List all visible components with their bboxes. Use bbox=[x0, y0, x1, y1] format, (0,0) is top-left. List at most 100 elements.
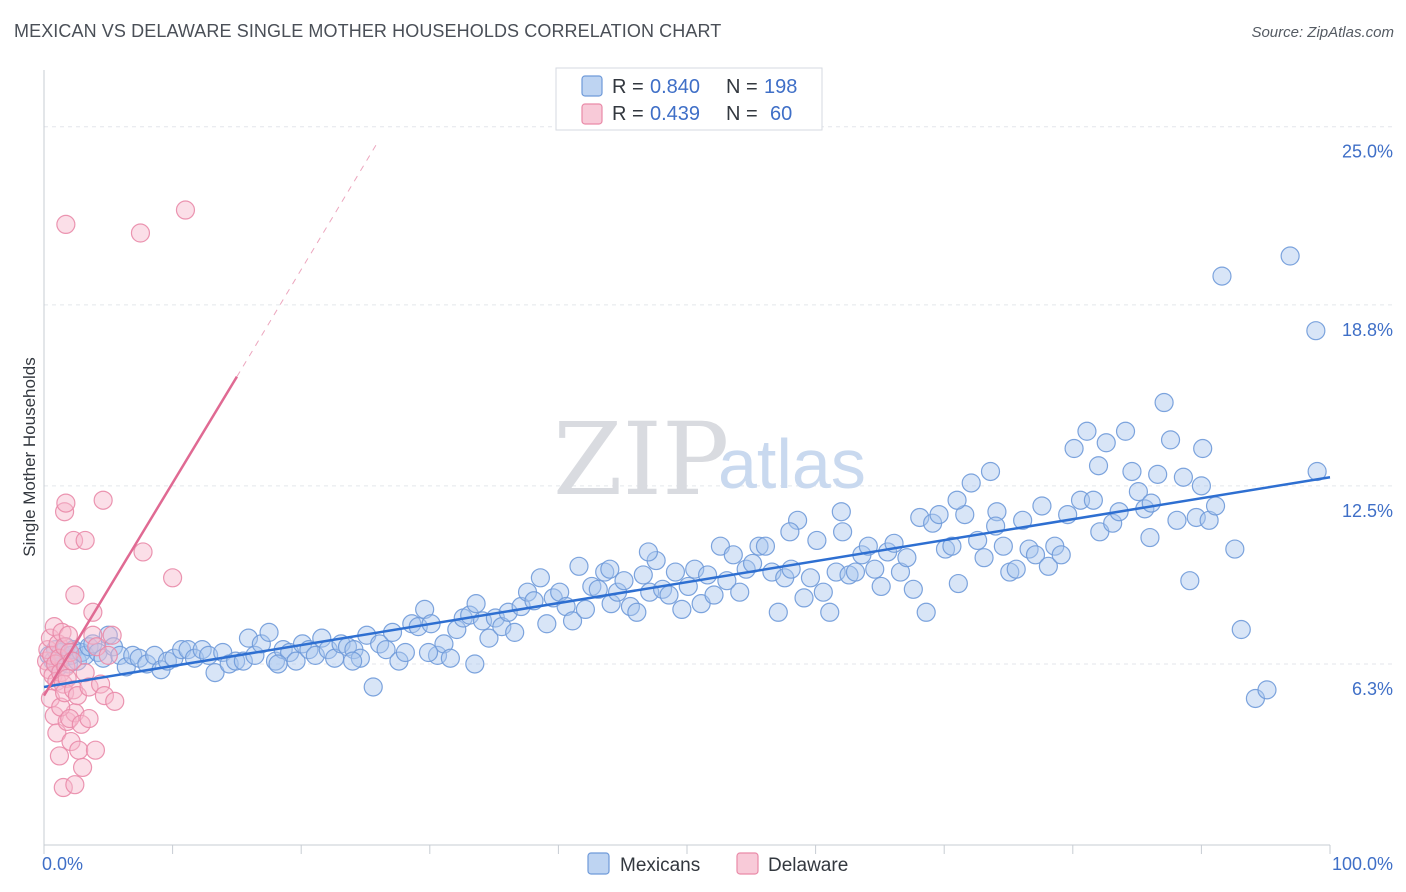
legend-swatch-delaware bbox=[581, 103, 603, 125]
mexicans-point-118 bbox=[755, 536, 776, 556]
delaware-trend-line bbox=[42, 376, 238, 697]
delaware-point-59 bbox=[105, 691, 125, 711]
mexicans-point-153 bbox=[980, 461, 1001, 482]
delaware-point-42 bbox=[98, 645, 118, 665]
mexicans-point-140 bbox=[897, 548, 917, 568]
delaware-point-32 bbox=[60, 708, 80, 729]
delaware-point-55 bbox=[175, 200, 196, 220]
mexicans-point-176 bbox=[1128, 482, 1148, 502]
mexicans-point-209 bbox=[1191, 476, 1212, 496]
mexicans-point-155 bbox=[993, 536, 1013, 556]
y-tick-label-3: 25.0% bbox=[1342, 142, 1393, 162]
legend-r-label-mexicans: R = bbox=[612, 76, 644, 98]
trend-lines bbox=[42, 140, 1331, 697]
delaware-point-23 bbox=[49, 746, 70, 766]
mexicans-point-203 bbox=[1140, 527, 1160, 548]
mexicans-point-152 bbox=[974, 548, 994, 568]
mexicans-point-191 bbox=[1231, 619, 1251, 640]
mexicans-point-158 bbox=[1013, 510, 1033, 530]
mexicans-point-188 bbox=[1205, 496, 1226, 516]
mexicans-point-103 bbox=[659, 585, 679, 605]
mexicans-trend-line bbox=[43, 476, 1331, 689]
delaware-point-38 bbox=[83, 625, 103, 645]
mexicans-point-168 bbox=[1077, 421, 1097, 441]
mexicans-point-195 bbox=[1257, 680, 1277, 700]
mexicans-point-114 bbox=[730, 582, 750, 602]
mexicans-point-79 bbox=[505, 622, 525, 642]
delaware-points bbox=[36, 200, 196, 798]
delaware-point-24 bbox=[53, 777, 73, 798]
mexicans-point-186 bbox=[1193, 438, 1213, 459]
delaware-point-17 bbox=[58, 625, 79, 645]
delaware-trend-extension bbox=[236, 140, 379, 377]
legend-r-label-delaware: R = bbox=[612, 103, 644, 125]
mexicans-point-98 bbox=[627, 602, 647, 622]
mexicans-point-171 bbox=[1096, 433, 1116, 453]
delaware-point-29 bbox=[72, 757, 93, 778]
mexicans-point-127 bbox=[813, 582, 833, 602]
mexicans-point-179 bbox=[1148, 464, 1168, 484]
chart-title: MEXICAN VS DELAWARE SINGLE MOTHER HOUSEH… bbox=[14, 21, 722, 41]
watermark: ZIP atlas bbox=[553, 401, 866, 518]
mexicans-point-136 bbox=[871, 576, 891, 597]
mexicans-point-41 bbox=[259, 622, 279, 642]
mexicans-point-120 bbox=[768, 602, 788, 622]
mexicans-point-125 bbox=[800, 568, 821, 588]
mexicans-point-128 bbox=[820, 602, 840, 622]
legend-swatch-mexicans bbox=[581, 75, 603, 97]
legend: R = 0.840 N = 198 R = 0.439 N = 60 bbox=[555, 67, 823, 131]
delaware-point-54 bbox=[130, 223, 151, 243]
watermark-zip: ZIP bbox=[553, 401, 729, 518]
y-tick-label-0: 6.3% bbox=[1352, 679, 1393, 699]
mexicans-point-55 bbox=[350, 648, 370, 668]
mexicans-point-143 bbox=[916, 602, 936, 622]
delaware-point-57 bbox=[85, 740, 106, 760]
mexicans-point-190 bbox=[1225, 539, 1245, 559]
mexicans-point-181 bbox=[1160, 430, 1181, 450]
delaware-point-53 bbox=[56, 214, 76, 235]
mexicans-point-169 bbox=[1083, 490, 1103, 510]
mexicans-point-206 bbox=[831, 502, 851, 522]
y-tick-label-1: 12.5% bbox=[1342, 501, 1393, 521]
legend-n-value-mexicans: 198 bbox=[764, 76, 797, 98]
delaware-point-52 bbox=[102, 625, 122, 645]
mexicans-point-166 bbox=[1064, 438, 1084, 459]
mexicans-point-123 bbox=[787, 510, 808, 530]
mexicans-point-33 bbox=[205, 663, 225, 683]
axes bbox=[43, 70, 1331, 854]
mexicans-point-208 bbox=[1088, 456, 1109, 476]
y-tick-label-2: 18.8% bbox=[1342, 320, 1393, 340]
bottom-legend-label-mexicans: Mexicans bbox=[620, 855, 700, 876]
bottom-legend-swatch-delaware bbox=[736, 852, 759, 875]
bottom-legend-swatch-mexicans bbox=[587, 852, 610, 875]
legend-r-value-delaware: 0.439 bbox=[650, 103, 700, 125]
watermark-atlas: atlas bbox=[718, 425, 866, 503]
mexicans-point-59 bbox=[376, 640, 396, 660]
mexicans-point-73 bbox=[466, 594, 486, 614]
x-tick-label-max: 100.0% bbox=[1332, 854, 1393, 874]
mexicans-point-40 bbox=[251, 634, 271, 654]
mexicans-point-130 bbox=[833, 522, 853, 542]
delaware-point-36 bbox=[75, 663, 95, 683]
mexicans-point-180 bbox=[1154, 392, 1174, 413]
mexicans-point-124 bbox=[794, 588, 814, 608]
mexicans-point-90 bbox=[575, 599, 596, 620]
mexicans-point-145 bbox=[929, 504, 949, 525]
mexicans-point-184 bbox=[1180, 571, 1200, 591]
mexicans-point-109 bbox=[697, 565, 718, 585]
legend-n-label-delaware: N = bbox=[726, 103, 758, 125]
mexicans-point-83 bbox=[530, 568, 550, 588]
mexicans-point-164 bbox=[1051, 545, 1071, 565]
mexicans-point-89 bbox=[569, 556, 589, 576]
mexicans-point-175 bbox=[1122, 461, 1142, 482]
mexicans-point-139 bbox=[890, 562, 911, 582]
mexicans-point-162 bbox=[1038, 556, 1058, 576]
mexicans-point-160 bbox=[1025, 545, 1046, 565]
delaware-point-56 bbox=[65, 775, 85, 795]
mexicans-point-86 bbox=[550, 582, 570, 602]
mexicans-point-22 bbox=[129, 648, 149, 668]
legend-n-label-mexicans: N = bbox=[726, 76, 758, 98]
mexicans-point-99 bbox=[633, 565, 653, 585]
mexicans-point-84 bbox=[537, 614, 557, 634]
